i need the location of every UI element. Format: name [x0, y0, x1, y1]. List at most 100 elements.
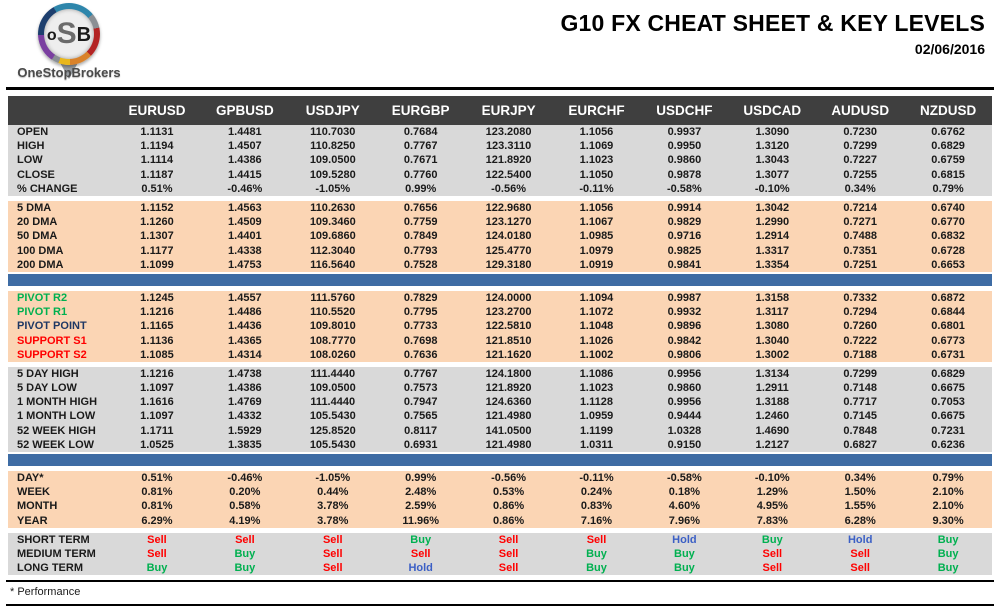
value-cell: 0.7671 [403, 154, 438, 167]
value-cell: 1.4557 [228, 291, 262, 304]
value-cell: 1.3040 [755, 334, 790, 347]
value-cell: 1.4563 [228, 202, 262, 215]
signal-cell: Sell [850, 562, 870, 575]
value-cell: 1.1616 [140, 396, 174, 409]
value-cell: 0.79% [932, 182, 964, 195]
value-cell: 109.5280 [309, 168, 356, 181]
value-cell: 0.9860 [667, 382, 702, 395]
signal-cell: Sell [147, 533, 167, 546]
value-cell: 110.8250 [310, 140, 356, 153]
value-cell: 1.3188 [755, 396, 790, 409]
section-ohlc: OPEN 1.1131 1.4481 110.7030 0.7684 123.2080 1.… [8, 125, 992, 196]
value-cell: 0.7271 [843, 216, 878, 229]
table-row: 200 DMA 1.1099 1.4753 116.5640 0.7528 129.318… [8, 258, 992, 272]
value-cell: 0.9956 [667, 367, 702, 380]
value-cell: -0.10% [754, 182, 790, 195]
value-cell: 1.1067 [579, 216, 614, 229]
row-label: 200 DMA [17, 258, 64, 271]
value-cell: 0.7053 [931, 396, 965, 409]
performance-footnote: * Performance [10, 586, 81, 599]
value-cell: 125.8520 [309, 424, 356, 437]
table-row: % CHANGE 0.51% -0.46% -1.05% 0.99% -0.56% -0.1… [8, 182, 992, 196]
signal-cell: Buy [761, 533, 783, 546]
value-cell: 0.58% [229, 500, 261, 513]
value-cell: 0.6801 [931, 320, 965, 333]
row-label: 52 WEEK HIGH [17, 424, 96, 437]
value-cell: 0.6675 [931, 410, 965, 423]
column-header-eurusd: EURUSD [128, 103, 186, 118]
column-header-eurgbp: EURGBP [391, 103, 450, 118]
value-cell: 6.28% [844, 514, 876, 527]
value-cell: 1.3080 [755, 320, 790, 333]
table-row: OPEN 1.1131 1.4481 110.7030 0.7684 123.2080 1.… [8, 125, 992, 139]
value-cell: 2.48% [405, 486, 437, 499]
value-cell: 1.4386 [228, 154, 262, 167]
value-cell: 123.2080 [485, 126, 532, 139]
fx-table: EURUSD GPBUSD USDJPY EURGBP EURJPY EURCHF USDC… [8, 96, 992, 576]
value-cell: 0.6762 [931, 126, 965, 139]
value-cell: 1.2990 [755, 216, 790, 229]
row-label: LONG TERM [17, 562, 83, 575]
table-row: 52 WEEK HIGH 1.1711 1.5929 125.8520 0.8117 14… [8, 424, 992, 438]
value-cell: 0.6731 [931, 348, 965, 361]
row-label: DAY* [17, 472, 44, 485]
signal-cell: Buy [937, 547, 959, 560]
value-cell: 0.24% [580, 486, 613, 499]
table-row: HIGH 1.1194 1.4507 110.8250 0.7767 123.3110 1.… [8, 139, 992, 153]
section-divider-bar [8, 453, 992, 466]
value-cell: -1.05% [315, 182, 351, 195]
value-cell: 1.4365 [228, 334, 262, 347]
table-header-row: EURUSD GPBUSD USDJPY EURGBP EURJPY EURCHF USDC… [8, 96, 992, 125]
value-cell: 11.96% [402, 514, 440, 527]
value-cell: 0.9150 [667, 438, 702, 451]
value-cell: 0.7488 [843, 230, 878, 243]
value-cell: 0.7848 [843, 424, 878, 437]
value-cell: 1.4338 [228, 244, 262, 257]
table-row: SHORT TERM Sell Sell Sell Buy Sell Sell Hold Buy… [8, 533, 992, 547]
value-cell: 0.9860 [667, 154, 702, 167]
row-label: % CHANGE [17, 182, 78, 195]
table-row: DAY* 0.51% -0.46% -1.05% 0.99% -0.56% -0.11% -0… [8, 471, 992, 485]
title-block: G10 FX CHEAT SHEET & KEY LEVELS 02/06/20… [560, 10, 985, 57]
value-cell: 0.9716 [667, 230, 702, 243]
section-moving-averages: 5 DMA 1.1152 1.4563 110.2630 0.7656 122.9680 1… [8, 200, 992, 272]
value-cell: 1.4690 [755, 424, 790, 437]
value-cell: 110.7030 [310, 126, 356, 139]
value-cell: 0.20% [229, 486, 261, 499]
value-cell: 0.81% [141, 486, 173, 499]
value-cell: 0.9825 [667, 244, 702, 257]
signal-cell: Sell [498, 562, 519, 575]
value-cell: 1.1056 [579, 202, 614, 215]
value-cell: 1.2127 [755, 438, 790, 451]
table-row: 5 DAY LOW 1.1097 1.4386 109.0500 0.7573 121.8… [8, 381, 992, 395]
value-cell: 0.8117 [404, 424, 438, 437]
value-cell: 0.7698 [403, 334, 438, 347]
table-row: WEEK 0.81% 0.20% 0.44% 2.48% 0.53% 0.24% 0.18% 1… [8, 485, 992, 499]
value-cell: 0.6759 [931, 154, 965, 167]
value-cell: 2.59% [405, 500, 437, 513]
value-cell: 122.5400 [485, 168, 532, 181]
value-cell: 0.7255 [843, 168, 878, 181]
column-header-gpbusd: GPBUSD [215, 103, 274, 118]
value-cell: 0.7251 [843, 258, 878, 271]
value-cell: 0.7767 [403, 140, 438, 153]
value-cell: 4.19% [229, 514, 261, 527]
signal-cell: Buy [674, 562, 695, 575]
value-cell: 1.1086 [579, 367, 614, 380]
value-cell: 1.4738 [228, 367, 262, 380]
value-cell: 0.7231 [931, 424, 965, 437]
value-cell: 0.7148 [843, 382, 878, 395]
value-cell: 7.96% [668, 514, 700, 527]
value-cell: 0.7573 [403, 382, 438, 395]
value-cell: 0.7733 [403, 320, 438, 333]
row-label: 5 DAY LOW [17, 382, 77, 395]
table-row: MONTH 0.81% 0.58% 3.78% 2.59% 0.86% 0.83% 4.60%… [8, 499, 992, 513]
value-cell: 1.3317 [755, 244, 790, 257]
value-cell: 0.7760 [403, 168, 438, 181]
value-cell: 1.0311 [579, 438, 613, 451]
signal-cell: Buy [937, 533, 959, 546]
value-cell: 1.5929 [228, 424, 262, 437]
value-cell: 0.6872 [931, 291, 965, 304]
value-cell: 1.1085 [140, 348, 174, 361]
value-cell: 121.4980 [485, 438, 532, 451]
